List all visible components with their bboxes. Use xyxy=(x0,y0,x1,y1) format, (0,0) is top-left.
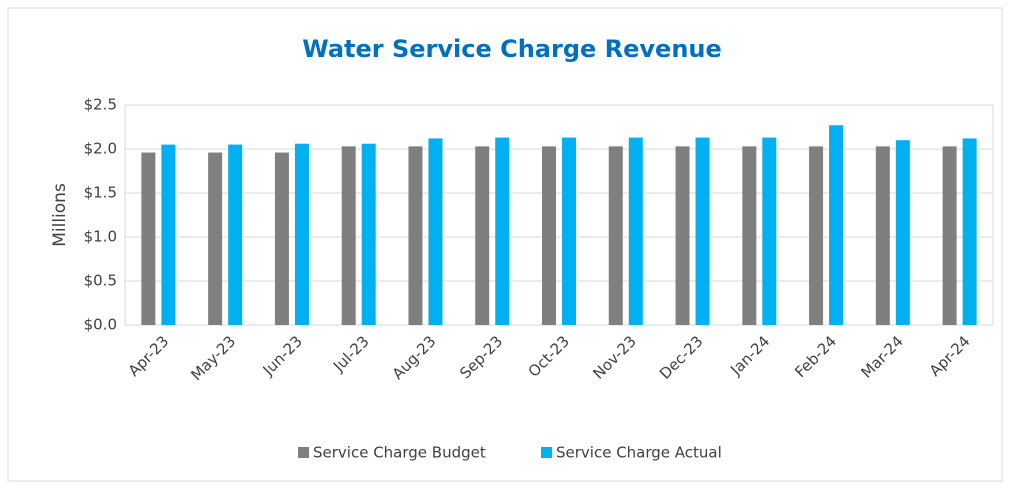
bar xyxy=(208,152,223,325)
y-tick-label: $1.0 xyxy=(84,228,117,246)
bar xyxy=(675,146,690,325)
bar xyxy=(809,146,824,325)
bar xyxy=(361,143,376,325)
bar xyxy=(895,140,910,325)
y-tick-label: $0.0 xyxy=(84,316,117,334)
bar xyxy=(829,125,844,326)
bar xyxy=(542,146,556,325)
bar xyxy=(562,137,576,325)
y-tick-label: $0.5 xyxy=(84,272,117,290)
bar xyxy=(475,146,490,325)
bar xyxy=(875,146,890,325)
chart-title: Water Service Charge Revenue xyxy=(302,35,722,63)
y-tick-label: $2.5 xyxy=(84,96,117,114)
bar xyxy=(695,137,710,325)
bar xyxy=(228,144,243,325)
y-tick-label: $1.5 xyxy=(84,184,117,202)
bar xyxy=(274,152,289,325)
y-tick-label: $2.0 xyxy=(84,140,117,158)
bar xyxy=(141,152,156,325)
legend-swatch xyxy=(298,447,309,458)
bar xyxy=(428,138,443,325)
legend-swatch xyxy=(541,447,552,458)
bar xyxy=(962,138,977,325)
bar xyxy=(628,137,643,325)
bar xyxy=(161,144,176,325)
bar xyxy=(608,146,623,325)
bar xyxy=(742,146,757,325)
y-axis-label: Millions xyxy=(50,183,70,247)
bar xyxy=(341,146,356,325)
bar xyxy=(495,137,510,325)
bar xyxy=(294,143,309,325)
legend-label: Service Charge Budget xyxy=(313,444,486,462)
bar xyxy=(942,146,957,325)
bar xyxy=(408,146,423,325)
legend-label: Service Charge Actual xyxy=(556,444,722,462)
bar xyxy=(762,137,777,325)
